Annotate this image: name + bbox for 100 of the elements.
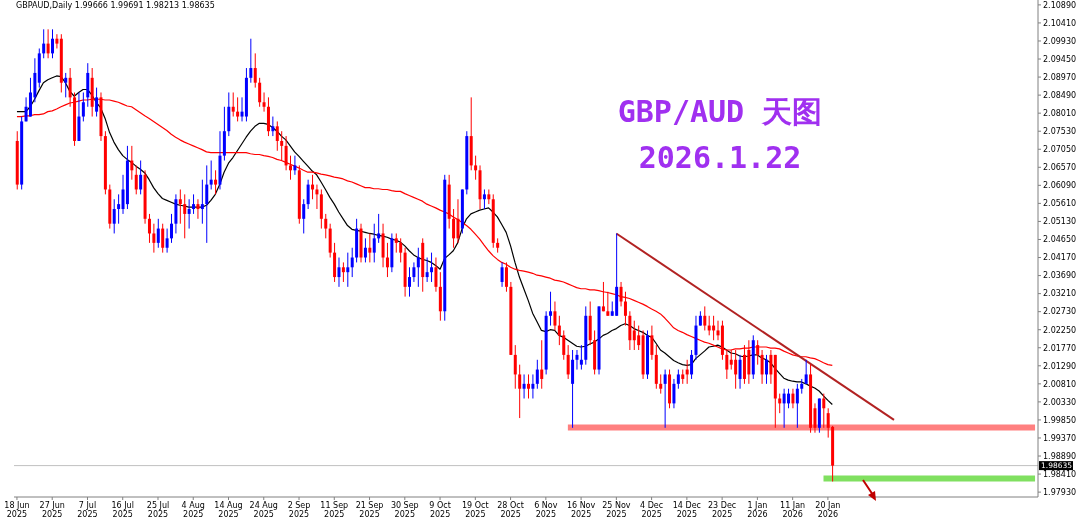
candlestick [51, 28, 55, 59]
y-tick-label: 2.10410 [1043, 18, 1077, 28]
candlestick [822, 393, 826, 429]
candlestick [337, 257, 341, 288]
y-tick-label: 2.09450 [1043, 54, 1077, 64]
candlestick [394, 232, 398, 254]
candlestick [341, 261, 345, 283]
candlestick [553, 301, 557, 331]
x-tick-label: 30 Sep 2025 [390, 501, 419, 519]
candlestick [350, 247, 354, 278]
candlestick [156, 218, 160, 249]
candlestick [703, 305, 707, 331]
y-tick-label: 2.09930 [1043, 36, 1077, 46]
y-tick-label: 2.04170 [1043, 253, 1077, 263]
candlestick [214, 169, 218, 195]
candlestick [540, 339, 544, 390]
candlestick [368, 232, 372, 263]
candlestick [434, 257, 438, 293]
x-tick-label: 19 Oct 2025 [462, 501, 489, 519]
candlestick [95, 87, 99, 118]
y-tick-label: 2.08970 [1043, 72, 1077, 82]
candlestick [760, 349, 764, 385]
candlestick [531, 373, 535, 399]
candlestick [676, 369, 680, 390]
candlestick [289, 155, 292, 181]
x-tick-label: 7 Jul 2025 [77, 501, 98, 519]
candlestick [130, 145, 134, 181]
candlestick [249, 38, 253, 84]
candlestick [482, 188, 486, 210]
x-tick-label: 2 Sep 2025 [287, 501, 311, 519]
candlestick [200, 179, 204, 225]
candlestick [557, 315, 561, 346]
candlestick [659, 373, 663, 395]
candlestick [262, 91, 266, 113]
candlestick [430, 252, 434, 283]
x-tick-label: 23 Dec 2025 [708, 501, 737, 519]
candlestick [513, 344, 517, 390]
x-tick-label: 18 Jun 2025 [4, 501, 30, 519]
candlestick [161, 223, 165, 254]
candlestick [527, 373, 530, 399]
candlestick [579, 344, 583, 371]
candlestick [271, 116, 275, 137]
candlestick [408, 266, 411, 298]
candlestick [549, 291, 553, 327]
candlestick [178, 188, 182, 225]
candlestick [139, 160, 143, 195]
y-tick-label: 2.00810 [1043, 379, 1077, 389]
candlestick [324, 213, 328, 239]
candlestick [385, 242, 389, 278]
candlestick [253, 52, 257, 89]
candlestick [416, 247, 420, 288]
x-tick-label: 4 Aug 2025 [181, 501, 205, 519]
candlestick [306, 179, 310, 210]
candlestick [456, 198, 460, 244]
candlestick [315, 184, 319, 210]
y-tick-label: 2.10890 [1043, 0, 1077, 10]
y-tick-label: 2.05610 [1043, 199, 1077, 209]
annotation: GBPAUD,Daily 1.99666 1.99691 1.98213 1.98635 [16, 1, 215, 10]
candlestick [601, 281, 605, 312]
y-tick-label: 2.06570 [1043, 163, 1077, 173]
candlestick [302, 198, 306, 234]
candlestick [183, 193, 187, 239]
candlestick [606, 291, 610, 317]
candlestick [196, 198, 200, 220]
y-tick-label: 2.01770 [1043, 343, 1077, 353]
x-tick-label: 11 Jan 2026 [780, 501, 806, 519]
candlestick [209, 160, 213, 190]
x-tick-label: 25 Jul 2025 [146, 501, 170, 519]
candlestick [782, 388, 786, 429]
candlestick [632, 320, 636, 351]
candlestick [192, 193, 196, 215]
candlestick [535, 359, 539, 390]
candlestick [377, 213, 381, 244]
y-tick-label: 2.03210 [1043, 289, 1077, 299]
y-tick-label: 2.02730 [1043, 307, 1077, 317]
candlestick [147, 213, 151, 244]
candlestick [275, 120, 279, 152]
y-tick-label: 2.06090 [1043, 181, 1077, 191]
candlestick [284, 135, 288, 171]
y-tick-label: 2.07050 [1043, 145, 1077, 155]
y-tick-label: 1.99850 [1043, 415, 1077, 425]
x-tick-label: 1 Jan 2026 [747, 501, 768, 519]
candlestick [236, 96, 240, 122]
candlestick [42, 28, 46, 59]
candlestick [518, 364, 522, 419]
x-tick-label: 11 Sep 2025 [320, 501, 349, 519]
candlestick [504, 261, 508, 293]
candlestick [55, 33, 59, 49]
candlestick [187, 198, 191, 230]
y-tick-label: 1.98410 [1043, 469, 1077, 479]
candlestick [170, 213, 174, 244]
y-tick-label: 2.08010 [1043, 109, 1077, 118]
y-tick-label: 2.05130 [1043, 217, 1077, 227]
candlestick [623, 291, 627, 327]
y-tick-label: 2.01290 [1043, 361, 1077, 371]
candlestick [117, 193, 121, 225]
y-tick-label: 2.08490 [1043, 90, 1077, 100]
y-tick-label: 2.04650 [1043, 235, 1077, 245]
candlestick [566, 344, 570, 380]
candlestick [452, 208, 456, 249]
